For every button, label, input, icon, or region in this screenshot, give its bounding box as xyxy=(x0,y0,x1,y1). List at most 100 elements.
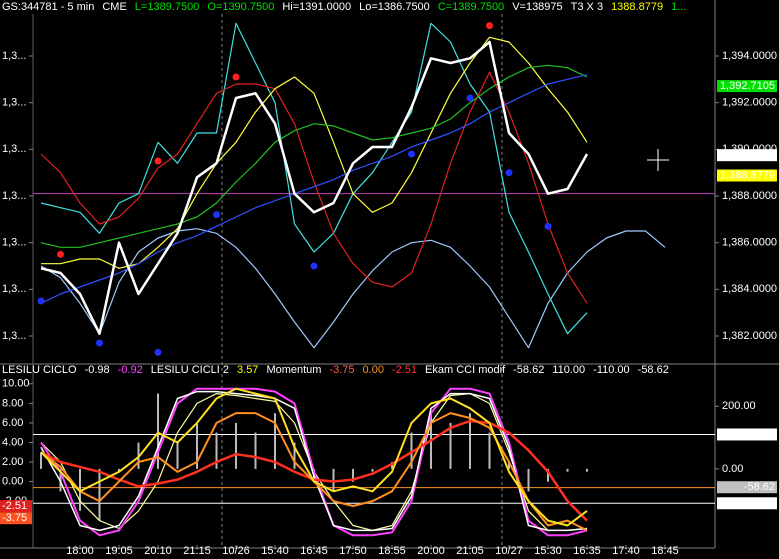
signal-dot xyxy=(408,150,415,158)
y-tick-label: 0.00 xyxy=(2,475,23,487)
y-tick-label: 200.00 xyxy=(722,400,756,412)
header-item: 110.00 xyxy=(552,364,585,376)
x-tick-label: 17:50 xyxy=(339,545,367,557)
value-box xyxy=(717,497,777,510)
header-item: -3.75 xyxy=(329,364,354,376)
series-line xyxy=(40,390,588,532)
header-item: LESILU CICLI 2 xyxy=(151,364,229,376)
y-tick-label: 0.00 xyxy=(722,463,743,475)
series-line xyxy=(40,387,588,527)
panel-header: LESILU CICLO -0.98 -0.92 LESILU CICLI 2 3.57… xyxy=(2,364,669,376)
x-tick-label: 17:40 xyxy=(612,545,640,557)
y-tick-label: 2.00 xyxy=(2,456,23,468)
x-tick-label: 16:35 xyxy=(573,545,601,557)
signal-dot xyxy=(213,211,220,219)
y-tick-label: 1,388.0000 xyxy=(722,190,777,202)
series-line xyxy=(40,228,666,349)
header-item: L=1389.7500 xyxy=(135,1,200,13)
signal-dot xyxy=(310,262,318,270)
x-tick-label: 18:00 xyxy=(66,545,94,557)
header-item: T3 X 3 xyxy=(571,1,603,13)
x-tick-label: 21:05 xyxy=(456,545,484,557)
value-box-label: 1,389.7500 xyxy=(720,149,775,161)
series-line xyxy=(40,40,589,335)
header-item: LESILU CICLO xyxy=(2,364,77,376)
signal-dot xyxy=(486,22,493,30)
y-tick-label: 4.00 xyxy=(2,436,23,448)
series-line xyxy=(40,74,588,304)
header-item: -0.92 xyxy=(118,364,143,376)
y-tick-label: 1,384.0000 xyxy=(722,283,777,295)
header-item: 0.00 xyxy=(363,364,384,376)
y-tick-label: 1,3... xyxy=(2,97,26,109)
header-item: Hi=1391.0000 xyxy=(282,1,351,13)
price-panel xyxy=(33,22,715,349)
y-tick-label: 1,394.0000 xyxy=(722,50,777,62)
y-tick-label: 10.00 xyxy=(2,378,30,390)
value-box xyxy=(717,428,777,441)
header-item: CME xyxy=(102,1,126,13)
x-tick-label: 15:30 xyxy=(534,545,562,557)
signal-dot xyxy=(154,348,162,356)
y-tick-label: 1,3... xyxy=(2,50,26,62)
panel-header: GS:344781 - 5 min CME L=1389.7500 O=1390.75… xyxy=(2,1,686,13)
x-tick-label: 18:55 xyxy=(378,545,406,557)
header-item: O=1390.7500 xyxy=(207,1,274,13)
value-box-label: 1,388.8779 xyxy=(720,169,775,181)
indicator-panel xyxy=(33,387,715,537)
value-box-label: 110.00 xyxy=(742,428,775,440)
x-tick-label: 20:00 xyxy=(417,545,445,557)
signal-dot xyxy=(37,297,45,305)
value-box-label: -110.00 xyxy=(739,497,776,509)
y-tick-label: 1,392.0000 xyxy=(722,97,777,109)
header-item: -58.62 xyxy=(638,364,669,376)
signal-dot xyxy=(154,157,162,165)
value-box xyxy=(0,512,32,525)
y-tick-label: 8.00 xyxy=(2,397,23,409)
x-tick-label: 18:45 xyxy=(651,545,679,557)
value-box xyxy=(717,169,777,182)
value-box xyxy=(717,149,777,162)
signal-dot xyxy=(505,169,513,177)
value-box xyxy=(0,500,32,513)
x-tick-label: 16:45 xyxy=(300,545,328,557)
y-tick-label: 1,382.0000 xyxy=(722,330,777,342)
y-tick-label: 6.00 xyxy=(2,417,23,429)
crosshair xyxy=(647,149,669,171)
series-line xyxy=(40,387,588,537)
header-item: V=138975 xyxy=(512,1,562,13)
header-item: -58.62 xyxy=(513,364,544,376)
series-line xyxy=(40,71,588,304)
y-tick-label: 1,3... xyxy=(2,237,26,249)
signal-dot xyxy=(466,94,474,102)
y-tick-label: 1,3... xyxy=(2,190,26,202)
header-item: 1... xyxy=(671,1,686,13)
header-item: Lo=1386.7500 xyxy=(359,1,430,13)
signal-dot xyxy=(232,73,240,81)
value-box-label: 1,392.7105 xyxy=(720,80,775,92)
series-line xyxy=(40,22,588,335)
y-tick-label: 1,386.0000 xyxy=(722,237,777,249)
value-box xyxy=(717,80,777,93)
x-tick-label: 19:05 xyxy=(105,545,133,557)
header-item: Momentum xyxy=(266,364,321,376)
value-box xyxy=(717,481,777,494)
header-item: 3.57 xyxy=(237,364,258,376)
signal-dot xyxy=(96,339,103,347)
series-line xyxy=(40,64,588,248)
y-tick-label: 1,3... xyxy=(2,143,26,155)
signal-dot xyxy=(544,222,552,230)
x-tick-label: 20:10 xyxy=(144,545,172,557)
y-tick-label: 1,3... xyxy=(2,283,26,295)
header-item: -0.98 xyxy=(85,364,110,376)
header-item: -2.51 xyxy=(392,364,417,376)
x-tick-label: 15:40 xyxy=(261,545,289,557)
value-box-label: -2.51 xyxy=(2,500,27,512)
x-tick-label: 21:15 xyxy=(183,545,211,557)
y-tick-label: 1,3... xyxy=(2,330,26,342)
x-tick-label: 10/26 xyxy=(222,545,250,557)
signal-dot xyxy=(57,250,64,258)
header-item: -110.00 xyxy=(593,364,630,376)
